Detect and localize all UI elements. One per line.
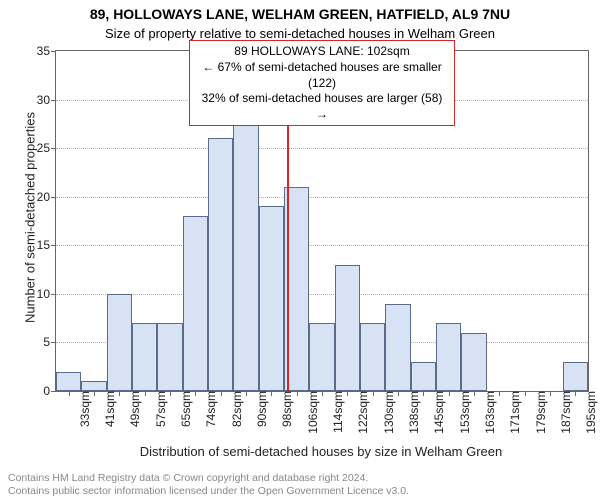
histogram-bar bbox=[183, 216, 208, 391]
xtick-label: 49sqm bbox=[124, 391, 142, 427]
xtick-label: 130sqm bbox=[378, 391, 396, 434]
annotation-box: 89 HOLLOWAYS LANE: 102sqm ← 67% of semi-d… bbox=[189, 40, 455, 126]
xtick-label: 114sqm bbox=[327, 391, 345, 433]
xtick-label: 187sqm bbox=[555, 391, 573, 434]
histogram-bar bbox=[157, 323, 182, 391]
xtick-label: 163sqm bbox=[479, 391, 497, 434]
xtick-mark bbox=[246, 391, 247, 396]
ytick-label: 20 bbox=[37, 190, 56, 204]
chart-container: 89, HOLLOWAYS LANE, WELHAM GREEN, HATFIE… bbox=[0, 0, 600, 500]
xtick-label: 106sqm bbox=[302, 391, 320, 434]
xtick-mark bbox=[297, 391, 298, 396]
xtick-mark bbox=[550, 391, 551, 396]
histogram-bar bbox=[411, 362, 436, 391]
histogram-bar bbox=[208, 138, 233, 391]
xtick-mark bbox=[499, 391, 500, 396]
xtick-mark bbox=[398, 391, 399, 396]
copyright-line1: Contains HM Land Registry data © Crown c… bbox=[8, 472, 368, 484]
histogram-bar bbox=[56, 372, 81, 391]
gridline bbox=[56, 197, 588, 198]
xtick-mark bbox=[373, 391, 374, 396]
xtick-mark bbox=[145, 391, 146, 396]
ytick-label: 35 bbox=[37, 44, 56, 58]
xtick-label: 195sqm bbox=[580, 391, 598, 434]
xtick-mark bbox=[170, 391, 171, 396]
xtick-mark bbox=[322, 391, 323, 396]
xtick-mark bbox=[271, 391, 272, 396]
xtick-label: 57sqm bbox=[150, 391, 168, 427]
xtick-label: 98sqm bbox=[276, 391, 294, 427]
copyright-notice: Contains HM Land Registry data © Crown c… bbox=[0, 472, 600, 498]
gridline bbox=[56, 294, 588, 295]
annotation-line2: ← 67% of semi-detached houses are smalle… bbox=[202, 60, 441, 90]
histogram-bar bbox=[81, 381, 106, 391]
histogram-bar bbox=[385, 304, 410, 391]
gridline bbox=[56, 148, 588, 149]
xtick-mark bbox=[195, 391, 196, 396]
ytick-label: 0 bbox=[43, 384, 56, 398]
xtick-mark bbox=[69, 391, 70, 396]
xtick-label: 138sqm bbox=[403, 391, 421, 434]
histogram-bar bbox=[360, 323, 385, 391]
xtick-mark bbox=[423, 391, 424, 396]
ytick-label: 30 bbox=[37, 93, 56, 107]
histogram-bar bbox=[107, 294, 132, 391]
xtick-label: 122sqm bbox=[352, 391, 370, 434]
xtick-mark bbox=[221, 391, 222, 396]
xtick-label: 171sqm bbox=[504, 391, 522, 434]
histogram-bar bbox=[259, 206, 284, 391]
y-axis-label: Number of semi-detached properties bbox=[23, 108, 38, 328]
ytick-label: 5 bbox=[43, 335, 56, 349]
xtick-label: 74sqm bbox=[200, 391, 218, 427]
ytick-label: 15 bbox=[37, 238, 56, 252]
histogram-bar bbox=[436, 323, 461, 391]
annotation-line1: 89 HOLLOWAYS LANE: 102sqm bbox=[234, 44, 409, 58]
chart-subtitle: Size of property relative to semi-detach… bbox=[0, 26, 600, 41]
xtick-label: 33sqm bbox=[74, 391, 92, 427]
annotation-line3: 32% of semi-detached houses are larger (… bbox=[202, 91, 443, 121]
xtick-label: 145sqm bbox=[428, 391, 446, 434]
histogram-bar bbox=[309, 323, 334, 391]
xtick-mark bbox=[575, 391, 576, 396]
histogram-bar bbox=[233, 119, 258, 391]
xtick-label: 65sqm bbox=[175, 391, 193, 427]
xtick-mark bbox=[347, 391, 348, 396]
xtick-label: 41sqm bbox=[99, 391, 117, 427]
plot-area: 0510152025303533sqm41sqm49sqm57sqm65sqm7… bbox=[55, 50, 589, 392]
xtick-mark bbox=[525, 391, 526, 396]
x-axis-label: Distribution of semi-detached houses by … bbox=[55, 444, 587, 459]
xtick-mark bbox=[119, 391, 120, 396]
ytick-label: 10 bbox=[37, 287, 56, 301]
xtick-label: 90sqm bbox=[251, 391, 269, 427]
histogram-bar bbox=[335, 265, 360, 391]
histogram-bar bbox=[563, 362, 588, 391]
histogram-bar bbox=[461, 333, 486, 391]
address-title: 89, HOLLOWAYS LANE, WELHAM GREEN, HATFIE… bbox=[0, 6, 600, 22]
xtick-label: 82sqm bbox=[226, 391, 244, 427]
xtick-mark bbox=[474, 391, 475, 396]
copyright-line2: Contains public sector information licen… bbox=[8, 485, 409, 497]
ytick-label: 25 bbox=[37, 141, 56, 155]
xtick-mark bbox=[449, 391, 450, 396]
gridline bbox=[56, 245, 588, 246]
xtick-label: 179sqm bbox=[530, 391, 548, 434]
histogram-bar bbox=[132, 323, 157, 391]
xtick-mark bbox=[94, 391, 95, 396]
xtick-label: 153sqm bbox=[454, 391, 472, 434]
